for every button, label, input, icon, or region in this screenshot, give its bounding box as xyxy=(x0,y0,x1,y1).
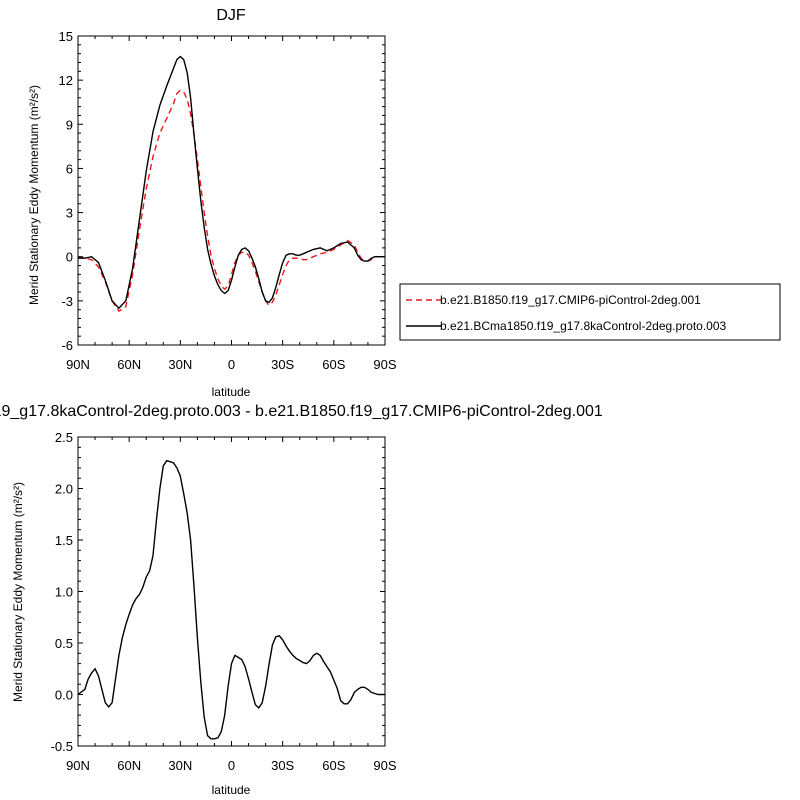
top-panel-series-line-0 xyxy=(78,89,385,313)
top-panel-legend-label-1: b.e21.BCma1850.f19_g17.8kaControl-2deg.p… xyxy=(440,319,727,333)
bottom-panel-series-line-0 xyxy=(78,459,385,740)
top-panel-x-tick-label: 0 xyxy=(228,357,235,372)
top-panel-x-tick-label: 90S xyxy=(373,357,396,372)
bottom-panel-x-tick-label: 60N xyxy=(117,758,141,773)
top-panel: DJF Merid Stationary Eddy Momentum (m²/s… xyxy=(27,7,781,399)
top-panel-y-tick-label: 9 xyxy=(66,117,73,132)
top-panel-title: DJF xyxy=(216,7,246,24)
top-panel-legend-box xyxy=(399,283,781,341)
top-panel-legend-label-0: b.e21.B1850.f19_g17.CMIP6-piControl-2deg… xyxy=(440,293,701,307)
bottom-panel-y-tick-label: -0.5 xyxy=(51,739,73,754)
bottom-panel: b.e21.BCma1850.f19_g17.8kaControl-2deg.p… xyxy=(0,403,603,797)
top-panel-x-tick-label: 30S xyxy=(271,357,294,372)
bottom-panel-y-axis-label: Merid Stationary Eddy Momentum (m²/s²) xyxy=(11,482,25,702)
top-panel-y-tick-label: 15 xyxy=(59,29,73,44)
bottom-panel-x-tick-label: 60S xyxy=(322,758,345,773)
bottom-panel-x-axis-label: latitude xyxy=(212,783,251,797)
top-panel-series-line-1 xyxy=(78,55,385,310)
bottom-panel-y-tick-label: 2.5 xyxy=(55,430,73,445)
top-panel-x-tick-label: 60N xyxy=(117,357,141,372)
top-panel-y-tick-label: 6 xyxy=(66,161,73,176)
top-panel-y-tick-label: 0 xyxy=(66,250,73,265)
top-panel-x-tick-label: 90N xyxy=(66,357,90,372)
top-panel-y-tick-label: 12 xyxy=(59,73,73,88)
top-panel-y-tick-label: -3 xyxy=(61,294,73,309)
bottom-panel-plot-frame xyxy=(77,436,386,747)
bottom-panel-x-tick-label: 0 xyxy=(228,758,235,773)
top-panel-x-tick-label: 30N xyxy=(168,357,192,372)
bottom-panel-x-tick-label: 30N xyxy=(168,758,192,773)
top-panel-x-tick-label: 60S xyxy=(322,357,345,372)
bottom-panel-x-tick-label: 90N xyxy=(66,758,90,773)
top-panel-y-tick-label: -6 xyxy=(61,338,73,353)
bottom-panel-x-tick-label: 90S xyxy=(373,758,396,773)
bottom-panel-x-tick-label: 30S xyxy=(271,758,294,773)
top-panel-y-tick-label: 3 xyxy=(66,206,73,221)
bottom-panel-y-tick-label: 2.0 xyxy=(55,482,73,497)
top-panel-x-axis-label: latitude xyxy=(212,385,251,399)
top-panel-plot-frame xyxy=(77,35,386,346)
bottom-panel-y-tick-label: 1.5 xyxy=(55,533,73,548)
bottom-panel-y-tick-label: 0.0 xyxy=(55,688,73,703)
bottom-panel-y-tick-label: 1.0 xyxy=(55,585,73,600)
bottom-panel-title: b.e21.BCma1850.f19_g17.8kaControl-2deg.p… xyxy=(0,403,603,420)
top-panel-y-axis-label: Merid Stationary Eddy Momentum (m²/s²) xyxy=(27,85,41,305)
bottom-panel-y-tick-label: 0.5 xyxy=(55,636,73,651)
